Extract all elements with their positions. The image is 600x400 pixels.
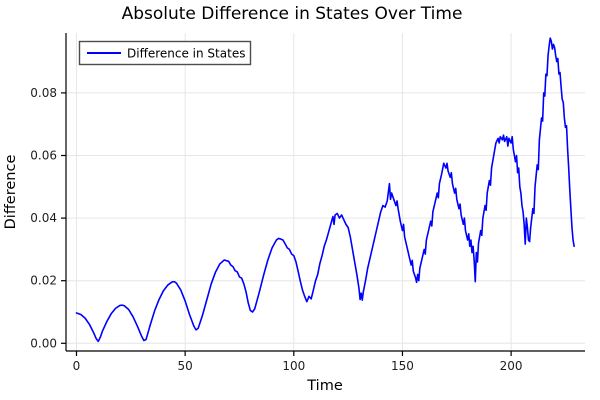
y-axis-label: Difference — [3, 155, 19, 230]
x-tick-label: 200 — [500, 359, 523, 373]
y-tick-label: 0.08 — [30, 86, 57, 100]
y-tick-label: 0.02 — [30, 274, 57, 288]
x-tick-label: 100 — [282, 359, 305, 373]
y-tick-label: 0.06 — [30, 149, 57, 163]
x-tick-label: 0 — [73, 359, 81, 373]
difference-series-line — [75, 37, 575, 343]
axis-ticks: 0 50 100 150 200 0.00 0.02 0.04 0.06 0.08 — [30, 86, 522, 373]
x-axis-label: Time — [306, 378, 343, 394]
y-tick-label: 0.04 — [30, 211, 57, 225]
y-tick-label: 0.00 — [30, 336, 57, 350]
x-tick-label: 150 — [391, 359, 414, 373]
legend-box: Difference in States — [78, 40, 252, 66]
x-tick-label: 50 — [178, 359, 193, 373]
legend-frame — [78, 40, 252, 66]
series-layer — [75, 37, 575, 343]
axes-spines — [65, 33, 585, 352]
legend-entry-label: Difference in States — [127, 47, 245, 61]
chart-title: Absolute Difference in States Over Time — [122, 4, 463, 24]
grid-lines — [66, 33, 585, 351]
